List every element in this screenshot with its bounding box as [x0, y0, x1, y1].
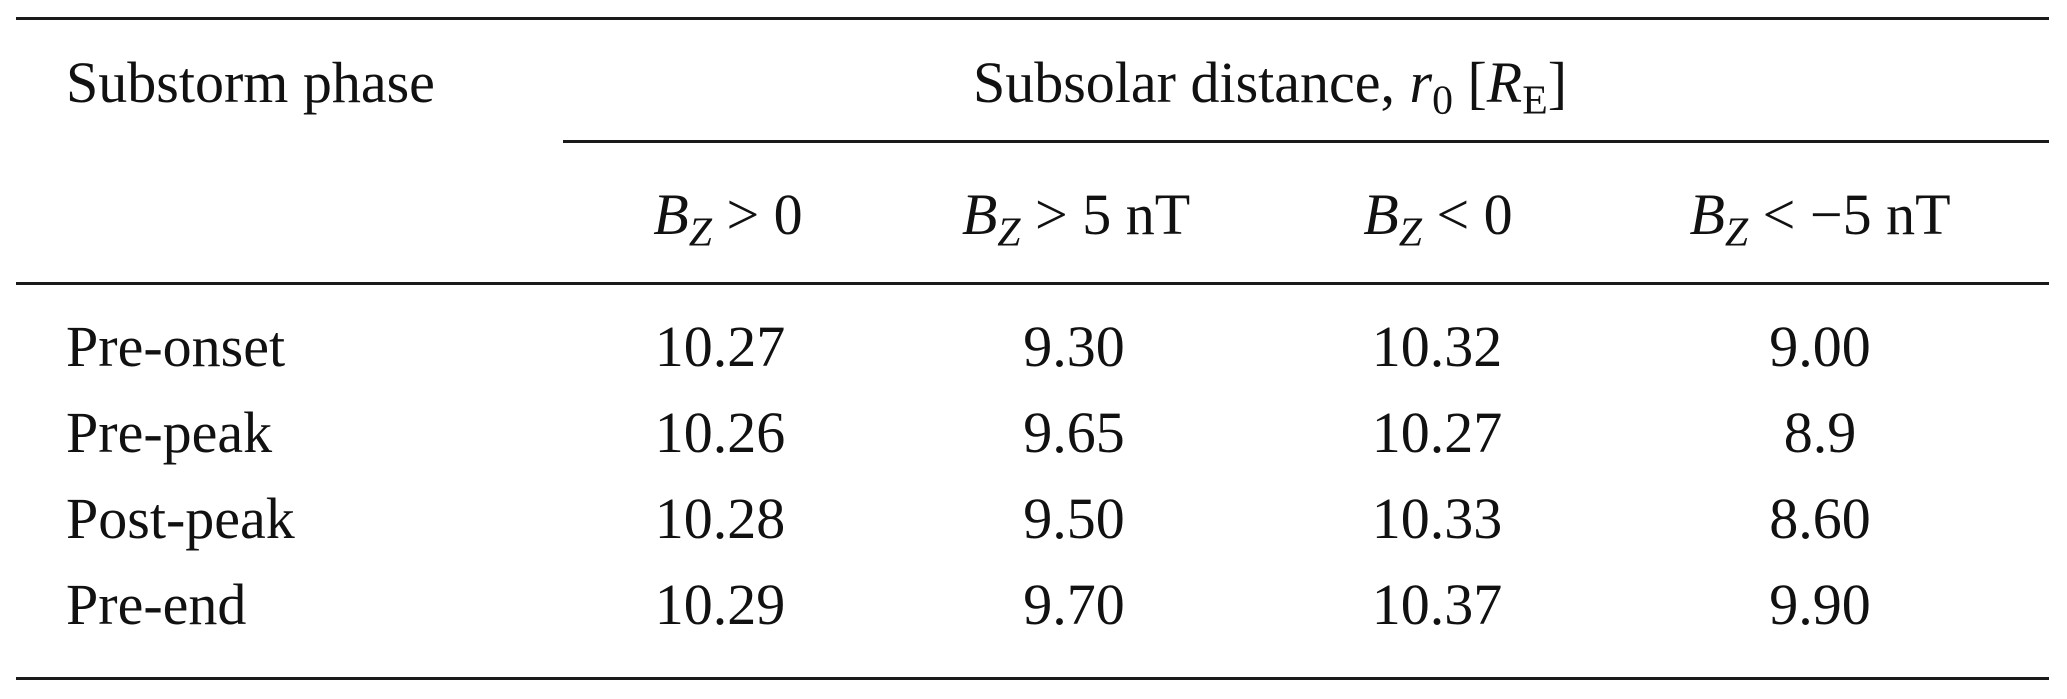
row-label: Pre-onset	[66, 314, 286, 379]
column-symbol-sub: Z	[1724, 209, 1749, 256]
top-rule	[16, 17, 2049, 20]
table-cell: 10.27	[654, 314, 786, 379]
column-relation: < −5 nT	[1748, 182, 1951, 247]
table-cell: 8.9	[1783, 400, 1857, 465]
column-header: BZ < −5 nT	[1689, 186, 1950, 254]
column-symbol: B	[1689, 182, 1725, 247]
column-header: BZ < 0	[1363, 186, 1512, 254]
column-relation: < 0	[1421, 182, 1513, 247]
table-cell: 10.32	[1371, 314, 1503, 379]
table-cell: 10.26	[654, 400, 786, 465]
column-header: BZ > 5 nT	[962, 186, 1190, 254]
table-cell: 9.90	[1769, 572, 1871, 637]
spanner-unit-close: ]	[1547, 50, 1568, 115]
table-cell: 10.33	[1371, 486, 1503, 551]
spanner-prefix: Subsolar distance,	[972, 50, 1410, 115]
stub-header: Substorm phase	[66, 50, 435, 115]
spanner-rule	[563, 140, 2049, 143]
column-symbol-sub: Z	[688, 209, 712, 256]
row-label: Pre-end	[66, 572, 247, 637]
spanner-unit-sub: E	[1522, 77, 1548, 124]
column-symbol-sub: Z	[997, 209, 1021, 256]
column-symbol: B	[1363, 182, 1399, 247]
spanner-symbol: r	[1409, 50, 1433, 115]
spanner-symbol-sub: 0	[1432, 77, 1453, 124]
table-cell: 10.28	[654, 486, 786, 551]
column-relation: > 0	[711, 182, 803, 247]
table-cell: 9.30	[1023, 314, 1125, 379]
spanner-unit-symbol: R	[1486, 50, 1523, 115]
table-cell: 9.70	[1023, 572, 1125, 637]
table-cell: 9.00	[1769, 314, 1871, 379]
spanner-header: Subsolar distance, r0 [RE]	[973, 54, 1567, 122]
table-cell: 9.50	[1023, 486, 1125, 551]
row-label: Post-peak	[66, 486, 295, 551]
table-cell: 9.65	[1023, 400, 1125, 465]
table-cell: 10.37	[1371, 572, 1503, 637]
table-cell: 10.27	[1371, 400, 1503, 465]
column-symbol-sub: Z	[1398, 209, 1422, 256]
bottom-rule	[16, 677, 2049, 680]
table-cell: 10.29	[654, 572, 786, 637]
table-cell: 8.60	[1769, 486, 1871, 551]
column-header: BZ > 0	[653, 186, 802, 254]
column-symbol: B	[653, 182, 689, 247]
spanner-unit-open: [	[1452, 50, 1487, 115]
column-symbol: B	[961, 182, 998, 247]
header-rule	[16, 282, 2049, 285]
row-label: Pre-peak	[66, 400, 273, 465]
column-relation: > 5 nT	[1020, 182, 1191, 247]
